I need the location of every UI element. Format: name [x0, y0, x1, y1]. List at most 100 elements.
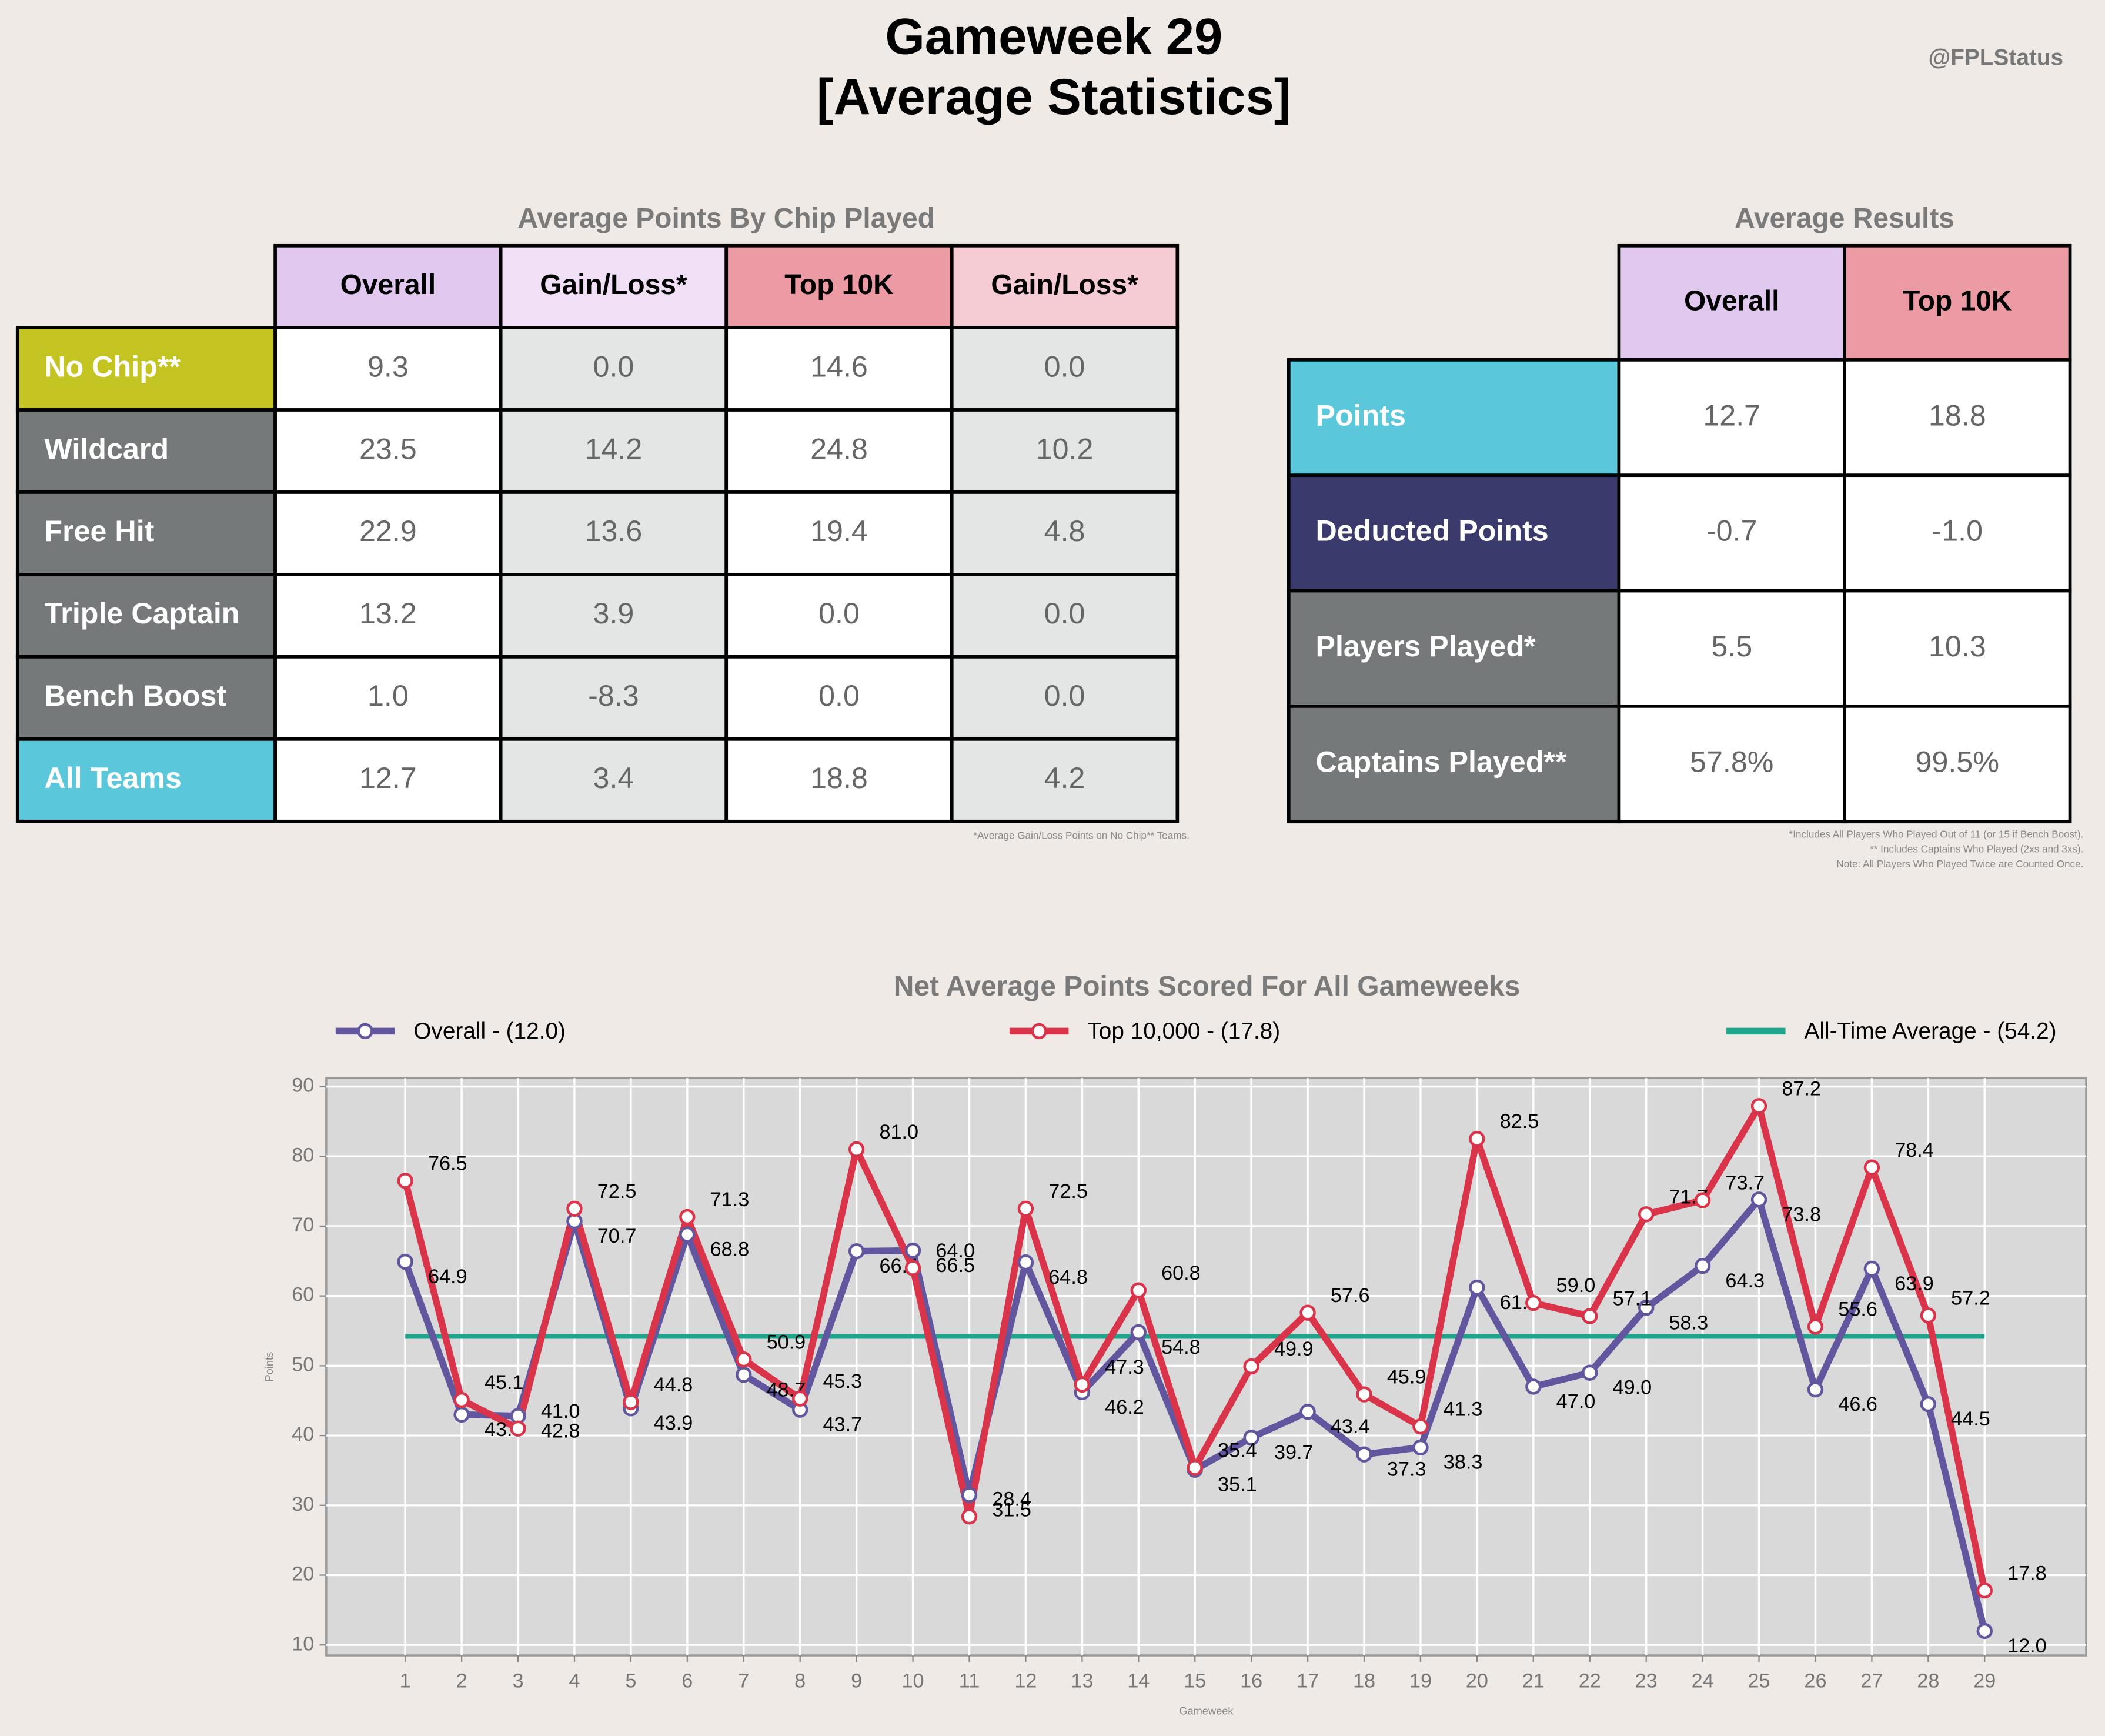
cell-value: -8.3	[588, 679, 639, 712]
x-tick-label: 20	[1466, 1670, 1488, 1692]
data-label: 71.3	[710, 1189, 750, 1211]
point	[1525, 1378, 1542, 1395]
cell	[1617, 589, 1846, 708]
row-label-cell	[15, 490, 277, 576]
data-label: 39.7	[1274, 1441, 1314, 1464]
cell	[1843, 589, 2072, 708]
data-label: 41.0	[541, 1400, 580, 1423]
data-label: 35.1	[1218, 1474, 1257, 1496]
legend-label: Overall - (12.0)	[413, 1019, 566, 1044]
point	[848, 1243, 865, 1260]
data-label: 64.0	[935, 1240, 975, 1262]
x-tick-label: 25	[1748, 1670, 1770, 1692]
row-label: Bench Boost	[44, 679, 226, 712]
footnote: *Average Gain/Loss Points on No Chip** T…	[973, 830, 1189, 841]
x-tick-label: 22	[1579, 1670, 1601, 1692]
point	[453, 1391, 470, 1408]
cell-value: 5.5	[1711, 630, 1752, 663]
data-label: 12.0	[2007, 1635, 2047, 1657]
cell	[950, 573, 1180, 659]
point	[1807, 1318, 1824, 1335]
header-cell	[724, 243, 954, 329]
point	[1469, 1279, 1485, 1296]
y-tick-label: 50	[292, 1353, 314, 1376]
cell-value: 10.3	[1929, 630, 1986, 663]
data-label: 73.7	[1725, 1172, 1765, 1194]
point	[1299, 1404, 1316, 1420]
data-label: 46.6	[1838, 1393, 1877, 1415]
cell	[1617, 705, 1846, 824]
legend-label: Top 10,000 - (17.8)	[1087, 1019, 1280, 1044]
data-label: 17.8	[2007, 1562, 2047, 1584]
cell-value: 0.0	[1044, 597, 1085, 630]
cell-value: 0.0	[818, 679, 860, 712]
point	[1920, 1307, 1937, 1324]
data-label: 60.8	[1161, 1262, 1201, 1284]
legend-label: All-Time Average - (54.2)	[1805, 1019, 2057, 1044]
point	[679, 1226, 696, 1243]
cell	[950, 490, 1180, 576]
point	[1074, 1376, 1091, 1393]
x-tick-label: 13	[1071, 1670, 1093, 1692]
point	[1299, 1304, 1316, 1321]
x-tick-label: 28	[1917, 1670, 1939, 1692]
point	[1356, 1446, 1372, 1463]
point	[1525, 1294, 1542, 1311]
cell-value: -1.0	[1932, 515, 1983, 547]
title: [Average Statistics]	[817, 68, 1291, 125]
x-tick-label: 21	[1522, 1670, 1545, 1692]
x-tick-label: 3	[513, 1670, 524, 1692]
x-tick-label: 29	[1973, 1670, 1996, 1692]
data-label: 64.8	[1048, 1266, 1088, 1288]
row-label: Wildcard	[44, 432, 169, 465]
row-label: Deducted Points	[1315, 515, 1548, 547]
point	[1412, 1439, 1429, 1455]
handle: @FPLStatus	[1928, 45, 2063, 71]
cell-value: 22.9	[359, 515, 417, 547]
point	[623, 1394, 639, 1410]
x-tick-label: 24	[1692, 1670, 1714, 1692]
point	[1694, 1257, 1711, 1274]
data-label: 87.2	[1782, 1077, 1821, 1100]
footnote: *Includes All Players Who Played Out of …	[1789, 829, 2084, 840]
x-tick-label: 2	[456, 1670, 467, 1692]
cell	[1617, 358, 1846, 478]
data-label: 64.3	[1725, 1270, 1765, 1292]
y-tick-label: 20	[292, 1563, 314, 1585]
data-label: 68.8	[710, 1238, 750, 1261]
data-label: 31.5	[992, 1498, 1031, 1521]
cell-value: 3.9	[593, 597, 634, 630]
cell	[1843, 705, 2072, 824]
x-tick-label: 12	[1014, 1670, 1037, 1692]
x-tick-label: 10	[902, 1670, 924, 1692]
cell-value: 18.8	[1929, 399, 1986, 432]
cell-value: 10.2	[1036, 432, 1094, 465]
x-tick-label: 9	[851, 1670, 862, 1692]
data-label: 41.3	[1444, 1398, 1483, 1420]
x-tick-label: 4	[569, 1670, 580, 1692]
point	[510, 1420, 526, 1437]
data-label: 47.3	[1105, 1356, 1144, 1378]
cell	[724, 737, 954, 823]
cell-value: 12.7	[359, 762, 417, 794]
cell	[950, 655, 1180, 741]
x-axis-label: Gameweek	[1179, 1705, 1234, 1717]
point	[679, 1208, 696, 1226]
row-label: Triple Captain	[44, 597, 239, 630]
cell-value: 13.6	[585, 515, 643, 547]
data-label: 70.7	[597, 1225, 637, 1247]
cell-value: 12.7	[1703, 399, 1760, 432]
row-label-cell	[15, 408, 277, 494]
x-tick-label: 18	[1353, 1670, 1375, 1692]
cell	[950, 408, 1180, 494]
column-header: Gain/Loss*	[540, 269, 687, 301]
plot-area	[325, 1077, 2087, 1657]
cell	[499, 490, 729, 576]
x-tick-label: 17	[1297, 1670, 1319, 1692]
data-label: 42.8	[541, 1420, 580, 1442]
data-label: 44.5	[1951, 1408, 1990, 1430]
point	[736, 1351, 752, 1368]
data-label: 81.0	[879, 1121, 918, 1143]
chart-title: Net Average Points Scored For All Gamewe…	[894, 971, 1521, 1002]
